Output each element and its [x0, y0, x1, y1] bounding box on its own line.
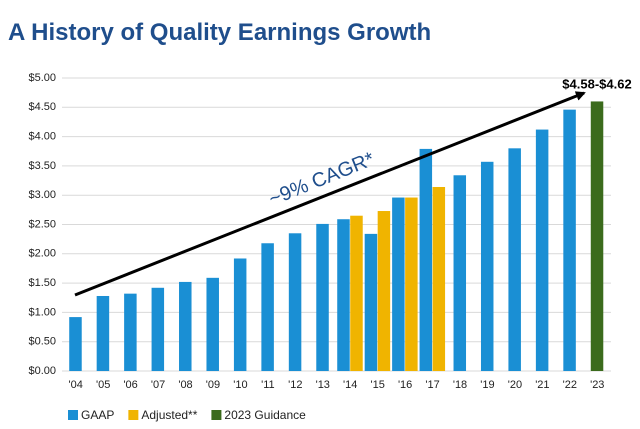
x-tick-label: '08 [178, 379, 192, 391]
bar [233, 258, 247, 371]
bar [151, 287, 165, 371]
bar [590, 101, 604, 371]
y-tick-label: $1.50 [28, 277, 56, 289]
legend-swatch [128, 410, 139, 420]
bar [316, 223, 329, 371]
x-tick-label: '13 [316, 379, 330, 391]
y-tick-label: $3.50 [28, 160, 56, 172]
bar [432, 186, 446, 371]
bar [535, 129, 549, 371]
x-tick-label: '11 [261, 379, 275, 391]
legend-swatch [211, 410, 222, 420]
x-tick-label: '18 [453, 379, 467, 391]
bar [337, 219, 350, 371]
y-tick-label: $2.00 [28, 248, 56, 260]
bar [288, 233, 302, 371]
x-tick-label: '07 [151, 379, 165, 391]
x-tick-label: '20 [508, 379, 522, 391]
y-tick-label: $5.00 [28, 72, 56, 84]
legend-label: Adjusted** [141, 408, 197, 422]
x-tick-label: '04 [69, 379, 83, 391]
y-tick-label: $2.50 [28, 218, 56, 230]
x-tick-label: '19 [480, 379, 494, 391]
legend-swatch [68, 410, 78, 420]
bar [377, 211, 391, 371]
bar [364, 233, 378, 371]
y-tick-label: $1.00 [28, 306, 56, 318]
y-tick-label: $0.00 [28, 365, 56, 377]
x-tick-label: '16 [398, 379, 412, 391]
x-tick-label: '10 [233, 379, 247, 391]
bar [480, 161, 494, 371]
chart-title: A History of Quality Earnings Growth [8, 19, 431, 46]
x-tick-label: '23 [590, 379, 604, 391]
x-tick-label: '06 [123, 379, 137, 391]
bar [69, 317, 82, 371]
legend-label: GAAP [81, 408, 114, 422]
bar [179, 281, 192, 371]
x-tick-label: '22 [563, 379, 577, 391]
bar [453, 175, 467, 371]
y-tick-label: $4.00 [28, 131, 56, 143]
y-tick-label: $4.50 [28, 101, 56, 113]
bar [405, 197, 418, 371]
x-tick-label: '17 [425, 379, 439, 391]
x-tick-label: '05 [96, 379, 110, 391]
trend-arrow [74, 91, 586, 297]
legend-label: 2023 Guidance [224, 408, 306, 422]
x-tick-label: '14 [343, 379, 357, 391]
bar [350, 215, 363, 371]
bar [563, 109, 576, 372]
bar [508, 148, 521, 371]
x-tick-label: '21 [535, 379, 549, 391]
x-tick-label: '09 [206, 379, 220, 391]
x-tick-label: '15 [371, 379, 385, 391]
y-tick-label: $0.50 [28, 336, 56, 348]
annotation: $4.58-$4.62 [562, 76, 631, 91]
bar [206, 277, 219, 371]
bar [124, 293, 137, 371]
annotation: ~9% CAGR* [266, 148, 378, 210]
y-tick-label: $3.00 [28, 189, 56, 201]
bar [419, 148, 433, 371]
bar [392, 197, 405, 371]
bar [96, 295, 110, 371]
bar [261, 243, 274, 371]
x-tick-label: '12 [288, 379, 302, 391]
